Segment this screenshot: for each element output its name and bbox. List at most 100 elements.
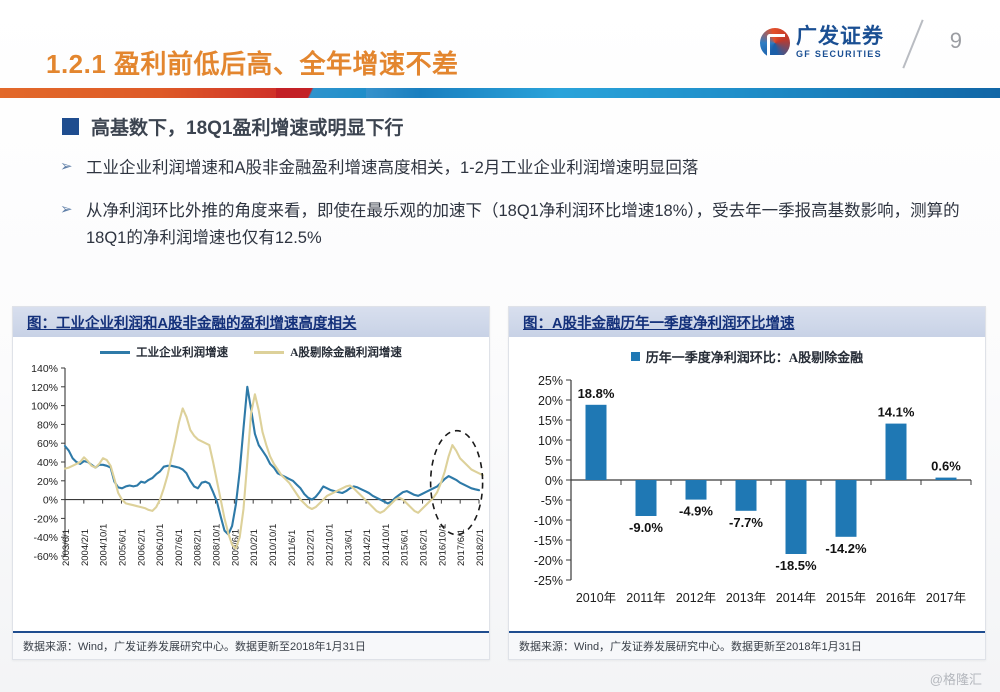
line-chart-svg: -60% -40% -20% 0% 20% 40% 60% 80% 100% 120% 140% 20… bbox=[31, 363, 486, 566]
header-divider-bar bbox=[0, 88, 1000, 98]
chart-legend: 工业企业利润增速 A股剔除金融利润增速 bbox=[13, 337, 489, 360]
svg-text:25%: 25% bbox=[538, 374, 563, 388]
svg-text:2008/2/1: 2008/2/1 bbox=[193, 529, 204, 566]
chart-title: 图：A股非金融历年一季度净利润环比增速 bbox=[523, 315, 795, 332]
svg-text:2003/6/1: 2003/6/1 bbox=[61, 529, 72, 566]
svg-text:-10%: -10% bbox=[534, 514, 563, 528]
svg-text:140%: 140% bbox=[31, 363, 58, 375]
svg-text:0.6%: 0.6% bbox=[931, 459, 961, 474]
source-text: 数据来源：Wind，广发证券发展研究中心。数据更新至2018年1月31日 bbox=[23, 641, 366, 653]
svg-text:2018/2/1: 2018/2/1 bbox=[475, 529, 486, 566]
svg-text:-20%: -20% bbox=[534, 554, 563, 568]
svg-text:2014年: 2014年 bbox=[776, 591, 816, 605]
svg-text:2015/6/1: 2015/6/1 bbox=[400, 529, 411, 566]
bullet-text: 工业企业利润增速和A股非金融盈利增速高度相关，1-2月工业企业利润增速明显回落 bbox=[86, 159, 699, 177]
svg-text:100%: 100% bbox=[31, 401, 58, 413]
svg-text:2005/6/1: 2005/6/1 bbox=[117, 529, 128, 566]
chart-panel-body: 工业企业利润增速 A股剔除金融利润增速 -60% -40% -20% 0% 20% 40%… bbox=[13, 337, 489, 659]
bullet-list: ➢ 工业企业利润增速和A股非金融盈利增速高度相关，1-2月工业企业利润增速明显回… bbox=[60, 155, 960, 269]
svg-text:2013/6/1: 2013/6/1 bbox=[343, 529, 354, 566]
svg-text:40%: 40% bbox=[37, 457, 58, 469]
svg-text:2010年: 2010年 bbox=[576, 591, 616, 605]
chart-source-note: 数据来源：Wind，广发证券发展研究中心。数据更新至2018年1月31日 bbox=[13, 631, 489, 659]
brand-logo: 广发证券 GF SECURITIES bbox=[760, 26, 884, 59]
chart-source-note: 数据来源：Wind，广发证券发展研究中心。数据更新至2018年1月31日 bbox=[509, 631, 985, 659]
chart-legend: 历年一季度净利润环比：A股剔除金融 bbox=[509, 337, 985, 366]
source-text: 数据来源：Wind，广发证券发展研究中心。数据更新至2018年1月31日 bbox=[519, 641, 862, 653]
logo-divider-slash bbox=[902, 19, 924, 69]
svg-text:-20%: -20% bbox=[33, 513, 58, 525]
svg-text:2014/10/1: 2014/10/1 bbox=[381, 524, 392, 566]
page-title: 1.2.1 盈利前低后高、全年增速不差 bbox=[46, 49, 459, 79]
slide-header: 1.2.1 盈利前低后高、全年增速不差 广发证券 GF SECURITIES 9 bbox=[0, 0, 1000, 100]
legend-label: 工业企业利润增速 bbox=[136, 347, 229, 359]
svg-text:-9.0%: -9.0% bbox=[629, 520, 663, 535]
bar-chart-svg: -25% -20% -15% -10% -5% 0% 5% 10% 15% 20% 25% 18.8%… bbox=[534, 374, 972, 605]
legend-square-swatch bbox=[630, 352, 640, 361]
svg-text:2013年: 2013年 bbox=[726, 591, 766, 605]
svg-text:2012/2/1: 2012/2/1 bbox=[306, 529, 317, 566]
watermark: @格隆汇 bbox=[929, 672, 982, 687]
bullet-text: 从净利润环比外推的角度来看，即使在最乐观的加速下（18Q1净利润环比增速18%）… bbox=[86, 202, 960, 248]
svg-text:20%: 20% bbox=[538, 394, 563, 408]
svg-text:60%: 60% bbox=[37, 438, 58, 450]
chart-panel-bar: 图：A股非金融历年一季度净利润环比增速 历年一季度净利润环比：A股剔除金融 -2… bbox=[508, 306, 986, 660]
svg-text:2010/10/1: 2010/10/1 bbox=[268, 524, 279, 566]
svg-text:15%: 15% bbox=[538, 414, 563, 428]
svg-text:0%: 0% bbox=[43, 495, 58, 507]
svg-text:0%: 0% bbox=[545, 474, 563, 488]
svg-text:-14.2%: -14.2% bbox=[825, 541, 867, 556]
svg-text:-7.7%: -7.7% bbox=[729, 515, 763, 530]
header-divider-notch bbox=[276, 88, 366, 98]
chevron-right-icon: ➢ bbox=[60, 201, 73, 219]
svg-text:-60%: -60% bbox=[33, 551, 58, 563]
svg-text:2017年: 2017年 bbox=[926, 591, 966, 605]
chart-panel-line: 图：工业企业利润和A股非金融的盈利增速高度相关 工业企业利润增速 A股剔除金融利… bbox=[12, 306, 490, 660]
square-bullet-icon bbox=[62, 118, 79, 135]
svg-text:2016年: 2016年 bbox=[876, 591, 916, 605]
svg-text:120%: 120% bbox=[31, 382, 58, 394]
svg-text:2015年: 2015年 bbox=[826, 591, 866, 605]
svg-text:2012年: 2012年 bbox=[676, 591, 716, 605]
list-item: ➢ 工业企业利润增速和A股非金融盈利增速高度相关，1-2月工业企业利润增速明显回… bbox=[60, 155, 960, 182]
svg-text:-25%: -25% bbox=[534, 574, 563, 588]
svg-text:2016/10/1: 2016/10/1 bbox=[437, 524, 448, 566]
legend-item-industrial: 工业企业利润增速 bbox=[100, 344, 228, 360]
svg-text:20%: 20% bbox=[37, 476, 58, 488]
list-item: ➢ 从净利润环比外推的角度来看，即使在最乐观的加速下（18Q1净利润环比增速18… bbox=[60, 198, 960, 252]
svg-text:2007/6/1: 2007/6/1 bbox=[174, 529, 185, 566]
svg-text:-40%: -40% bbox=[33, 532, 58, 544]
svg-text:14.1%: 14.1% bbox=[878, 405, 915, 420]
chart-panel-body: 历年一季度净利润环比：A股剔除金融 -25% -20% -15% -10% -5% 0% 5… bbox=[509, 337, 985, 659]
svg-text:2010/2/1: 2010/2/1 bbox=[249, 529, 260, 566]
svg-text:2008/10/1: 2008/10/1 bbox=[212, 524, 223, 566]
chart-panel-header: 图：工业企业利润和A股非金融的盈利增速高度相关 bbox=[13, 307, 489, 337]
svg-text:-18.5%: -18.5% bbox=[775, 558, 817, 573]
legend-item-q1-qoq: 历年一季度净利润环比：A股剔除金融 bbox=[630, 347, 864, 366]
svg-text:-5%: -5% bbox=[541, 494, 563, 508]
section-subtitle: 高基数下，18Q1盈利增速或明显下行 bbox=[62, 113, 403, 140]
svg-text:2011年: 2011年 bbox=[626, 591, 665, 605]
svg-text:-15%: -15% bbox=[534, 534, 563, 548]
svg-text:2004/10/1: 2004/10/1 bbox=[99, 524, 110, 566]
svg-text:2004/2/1: 2004/2/1 bbox=[80, 529, 91, 566]
svg-text:2006/10/1: 2006/10/1 bbox=[155, 524, 166, 566]
svg-text:80%: 80% bbox=[37, 419, 58, 431]
svg-text:18.8%: 18.8% bbox=[578, 386, 615, 401]
legend-line-swatch bbox=[100, 350, 131, 354]
chart-panel-header: 图：A股非金融历年一季度净利润环比增速 bbox=[509, 307, 985, 337]
chevron-right-icon: ➢ bbox=[60, 158, 73, 175]
svg-text:-4.9%: -4.9% bbox=[679, 504, 713, 519]
svg-text:2016/2/1: 2016/2/1 bbox=[419, 529, 430, 566]
svg-text:5%: 5% bbox=[545, 454, 563, 468]
svg-text:2012/10/1: 2012/10/1 bbox=[324, 524, 335, 566]
logo-chinese-name: 广发证券 bbox=[796, 25, 884, 48]
page-number: 9 bbox=[949, 28, 962, 53]
legend-label: 历年一季度净利润环比：A股剔除金融 bbox=[645, 350, 864, 365]
svg-text:2006/2/1: 2006/2/1 bbox=[136, 529, 147, 566]
legend-line-swatch bbox=[254, 350, 285, 354]
chart-title: 图：工业企业利润和A股非金融的盈利增速高度相关 bbox=[27, 315, 357, 332]
legend-item-ashare: A股剔除金融利润增速 bbox=[254, 344, 402, 360]
gf-logo-icon bbox=[760, 27, 790, 58]
